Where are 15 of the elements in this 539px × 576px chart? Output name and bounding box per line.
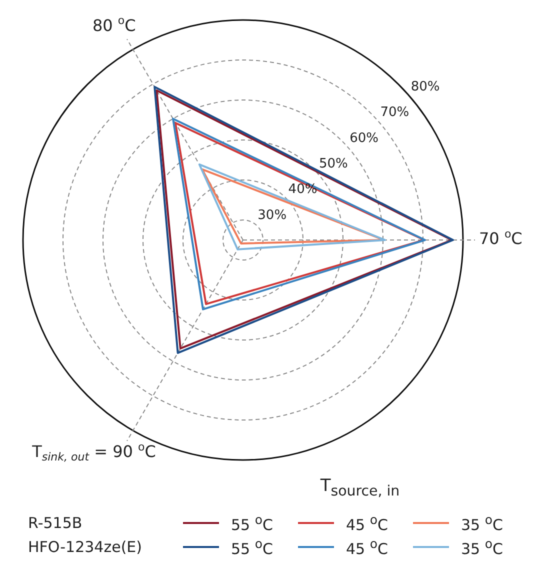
- legend-title: T$_{source, in}$: [319, 476, 401, 500]
- y-tick-label: 80%: [410, 79, 440, 94]
- y-tick-label: 30%: [258, 208, 287, 223]
- legend-label: 55 $^{o}$C: [231, 512, 273, 534]
- y-tick-label: 50%: [318, 156, 348, 172]
- legend-label: 45 $^{o}$C: [346, 512, 388, 534]
- legend-label: 35 $^{o}$C: [461, 536, 503, 558]
- legend-label: 55 $^{o}$C: [231, 536, 273, 558]
- text: R-515B: [28, 514, 84, 532]
- y-tick-label: 70%: [380, 105, 410, 120]
- legend-label: 45 $^{o}$C: [346, 536, 388, 558]
- y-tick-label: 40%: [288, 182, 318, 198]
- legend-label: 35 $^{o}$C: [461, 512, 503, 534]
- y-tick-label: 60%: [350, 130, 378, 146]
- text: HFO-1234ze(E): [28, 538, 144, 556]
